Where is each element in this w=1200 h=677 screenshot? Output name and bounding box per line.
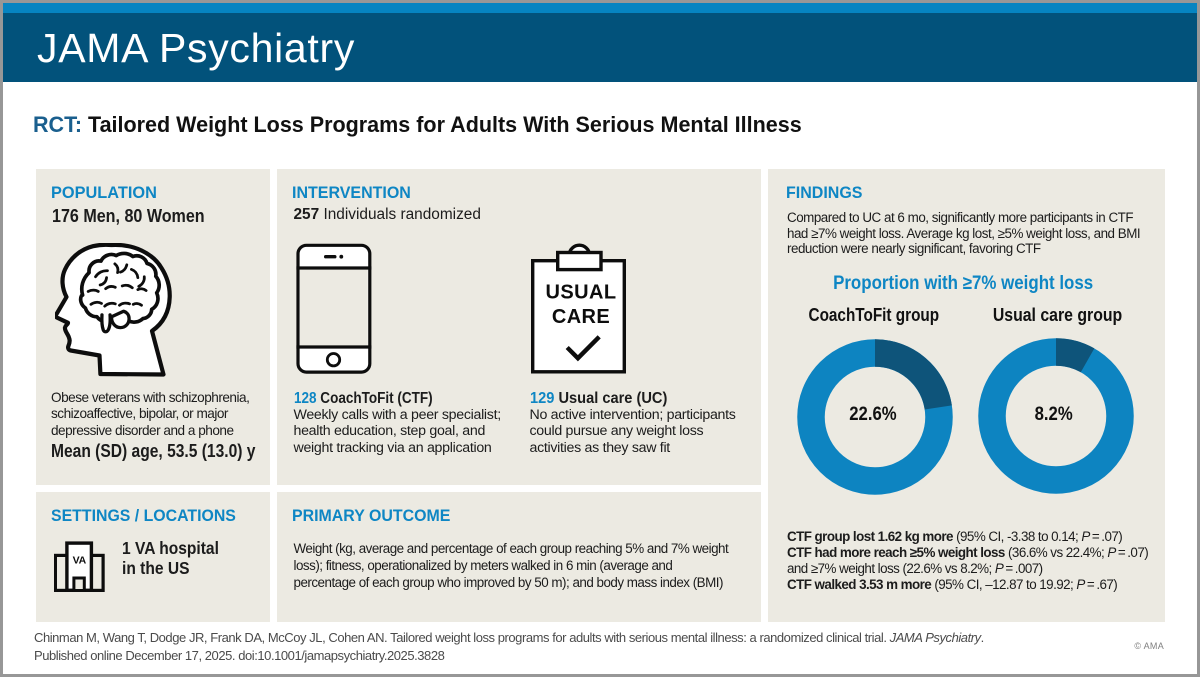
svg-text:CARE: CARE (552, 306, 610, 328)
svg-text:USUAL: USUAL (546, 282, 617, 304)
svg-text:VA: VA (73, 555, 87, 567)
